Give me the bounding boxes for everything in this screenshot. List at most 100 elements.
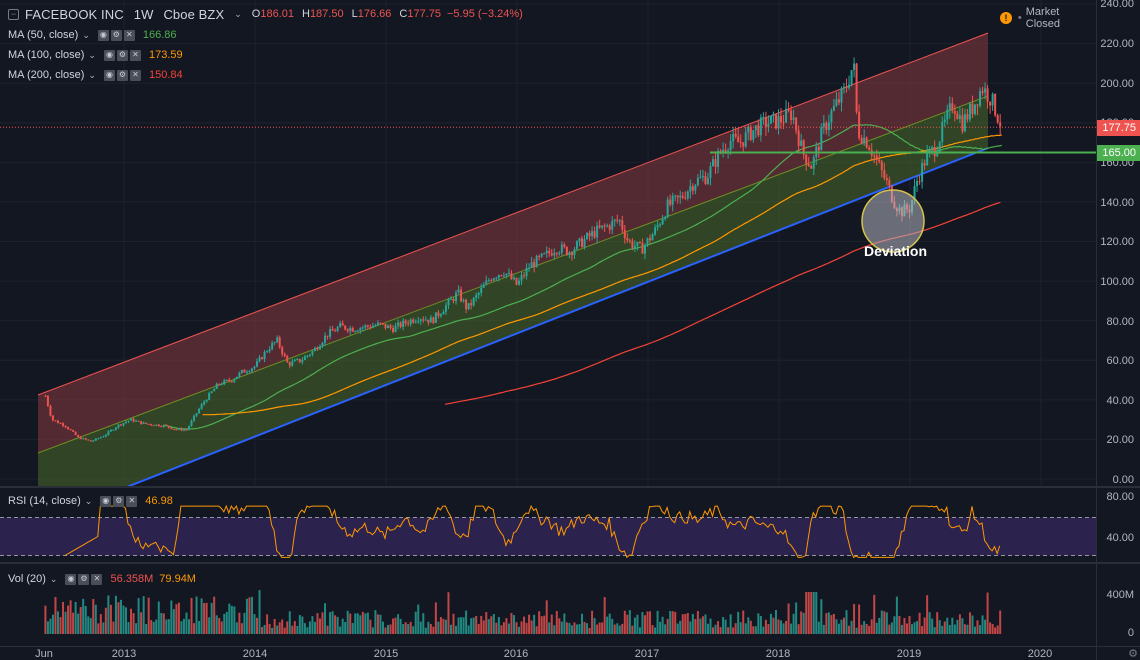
- eye-icon[interactable]: ◉: [103, 49, 115, 61]
- settings-icon[interactable]: ⚙: [116, 69, 128, 81]
- symbol-title[interactable]: FACEBOOK INC: [25, 6, 124, 22]
- close-icon[interactable]: ✕: [129, 69, 141, 81]
- price-pane[interactable]: − FACEBOOK INC 1W Cboe BZX ⌄ O 186.01 H 18…: [0, 0, 1096, 486]
- eye-icon[interactable]: ◉: [100, 495, 112, 507]
- close-icon[interactable]: ✕: [129, 49, 141, 61]
- close-icon[interactable]: ✕: [123, 29, 135, 41]
- settings-icon[interactable]: ⚙: [110, 29, 122, 41]
- chevron-down-icon[interactable]: ⌄: [88, 49, 96, 60]
- candle: [744, 127, 747, 149]
- candle-body: [278, 337, 281, 348]
- candle-body: [470, 303, 473, 306]
- support-level-badge[interactable]: 165.00: [1097, 145, 1140, 161]
- candle: [313, 346, 316, 352]
- volume-legend[interactable]: Vol (20) ⌄ ◉ ⚙ ✕ 56.358M 79.94M: [8, 571, 196, 587]
- close-icon[interactable]: ✕: [126, 495, 138, 507]
- candle: [512, 275, 515, 281]
- volume-bar: [417, 604, 420, 634]
- deviation-annotation[interactable]: Deviation: [864, 243, 928, 259]
- pane-divider[interactable]: [0, 562, 1140, 564]
- study-name[interactable]: MA (100, close): [8, 49, 85, 61]
- volume-bar: [820, 599, 823, 634]
- candle-body: [205, 399, 208, 402]
- candle-body: [329, 329, 332, 337]
- study-name[interactable]: RSI (14, close): [8, 495, 81, 507]
- study-legend-ma200[interactable]: MA (200, close) ⌄ ◉ ⚙ ✕ 150.84: [8, 67, 183, 83]
- price-axis[interactable]: 240.00220.00200.00180.00160.00140.00120.…: [1096, 0, 1140, 646]
- candle-body: [51, 415, 54, 421]
- volume-chart[interactable]: [0, 564, 1096, 646]
- rsi-legend[interactable]: RSI (14, close) ⌄ ◉ ⚙ ✕ 46.98: [8, 493, 173, 509]
- time-axis[interactable]: Jun 2013 2014 2015 2016 2017 2018 2019 2020: [0, 646, 1096, 660]
- study-name[interactable]: Vol (20): [8, 573, 46, 585]
- collapse-icon[interactable]: −: [8, 8, 19, 20]
- eye-icon[interactable]: ◉: [103, 69, 115, 81]
- chevron-down-icon[interactable]: ⌄: [234, 8, 242, 19]
- candle-body: [550, 253, 553, 256]
- price-chart[interactable]: [0, 0, 1096, 486]
- eye-icon[interactable]: ◉: [65, 573, 77, 585]
- interval-label[interactable]: 1W: [133, 6, 154, 22]
- study-legend-ma50[interactable]: MA (50, close) ⌄ ◉ ⚙ ✕ 166.86: [8, 27, 177, 43]
- volume-bar: [387, 624, 390, 634]
- candle: [533, 258, 536, 273]
- channel-top-line: [37, 32, 989, 396]
- study-legend-ma100[interactable]: MA (100, close) ⌄ ◉ ⚙ ✕ 173.59: [8, 47, 183, 63]
- settings-icon[interactable]: ⚙: [78, 573, 90, 585]
- candle-body: [822, 122, 825, 128]
- gear-icon[interactable]: ⚙: [1128, 647, 1138, 660]
- eye-icon[interactable]: ◉: [97, 29, 109, 41]
- study-name[interactable]: MA (50, close): [8, 29, 79, 41]
- volume-bar: [868, 625, 871, 634]
- volume-bar: [354, 613, 357, 634]
- candle-body: [586, 233, 589, 240]
- study-name[interactable]: MA (200, close): [8, 69, 85, 81]
- volume-bar: [346, 610, 349, 634]
- volume-bar: [752, 626, 755, 634]
- market-status[interactable]: ! • Market Closed: [1000, 6, 1096, 30]
- volume-bar: [817, 621, 820, 634]
- candle: [560, 241, 563, 256]
- volume-bar: [971, 615, 974, 634]
- candle-body: [709, 166, 712, 179]
- close-icon[interactable]: ✕: [91, 573, 103, 585]
- candle-body: [943, 119, 946, 123]
- volume-bar: [62, 601, 65, 634]
- candle: [283, 352, 286, 358]
- settings-icon[interactable]: ⚙: [116, 49, 128, 61]
- volume-bar: [119, 599, 122, 634]
- last-price-badge[interactable]: 177.75: [1097, 120, 1140, 136]
- candle-body: [575, 241, 578, 250]
- volume-bar: [308, 621, 311, 634]
- volume-bar: [515, 622, 518, 634]
- candle-body: [759, 117, 762, 136]
- price-tick: 220.00: [1100, 38, 1134, 50]
- volume-bar: [596, 624, 599, 634]
- chevron-down-icon[interactable]: ⌄: [49, 573, 58, 584]
- candle-body: [444, 305, 447, 312]
- rsi-pane[interactable]: RSI (14, close) ⌄ ◉ ⚙ ✕ 46.98: [0, 488, 1096, 562]
- chevron-down-icon[interactable]: ⌄: [84, 495, 93, 506]
- candle-body: [326, 335, 329, 337]
- volume-bar: [283, 627, 286, 634]
- candle: [346, 328, 349, 333]
- volume-bar: [225, 611, 228, 634]
- candle: [651, 232, 654, 241]
- candle-body: [591, 231, 594, 237]
- high-value: 187.50: [309, 8, 344, 20]
- rsi-chart[interactable]: [0, 488, 1096, 562]
- time-tick: 2017: [634, 648, 660, 660]
- volume-bar: [520, 621, 523, 634]
- settings-icon[interactable]: ⚙: [113, 495, 125, 507]
- volume-bar: [44, 605, 47, 634]
- pane-divider[interactable]: [0, 486, 1140, 488]
- volume-bar: [835, 619, 838, 634]
- candle-body: [356, 330, 359, 332]
- volume-pane[interactable]: Vol (20) ⌄ ◉ ⚙ ✕ 56.358M 79.94M: [0, 564, 1096, 644]
- candle-body: [568, 252, 571, 255]
- candle-body: [938, 141, 941, 152]
- chevron-down-icon[interactable]: ⌄: [82, 29, 90, 40]
- candle-body: [359, 328, 362, 331]
- chevron-down-icon[interactable]: ⌄: [88, 69, 96, 80]
